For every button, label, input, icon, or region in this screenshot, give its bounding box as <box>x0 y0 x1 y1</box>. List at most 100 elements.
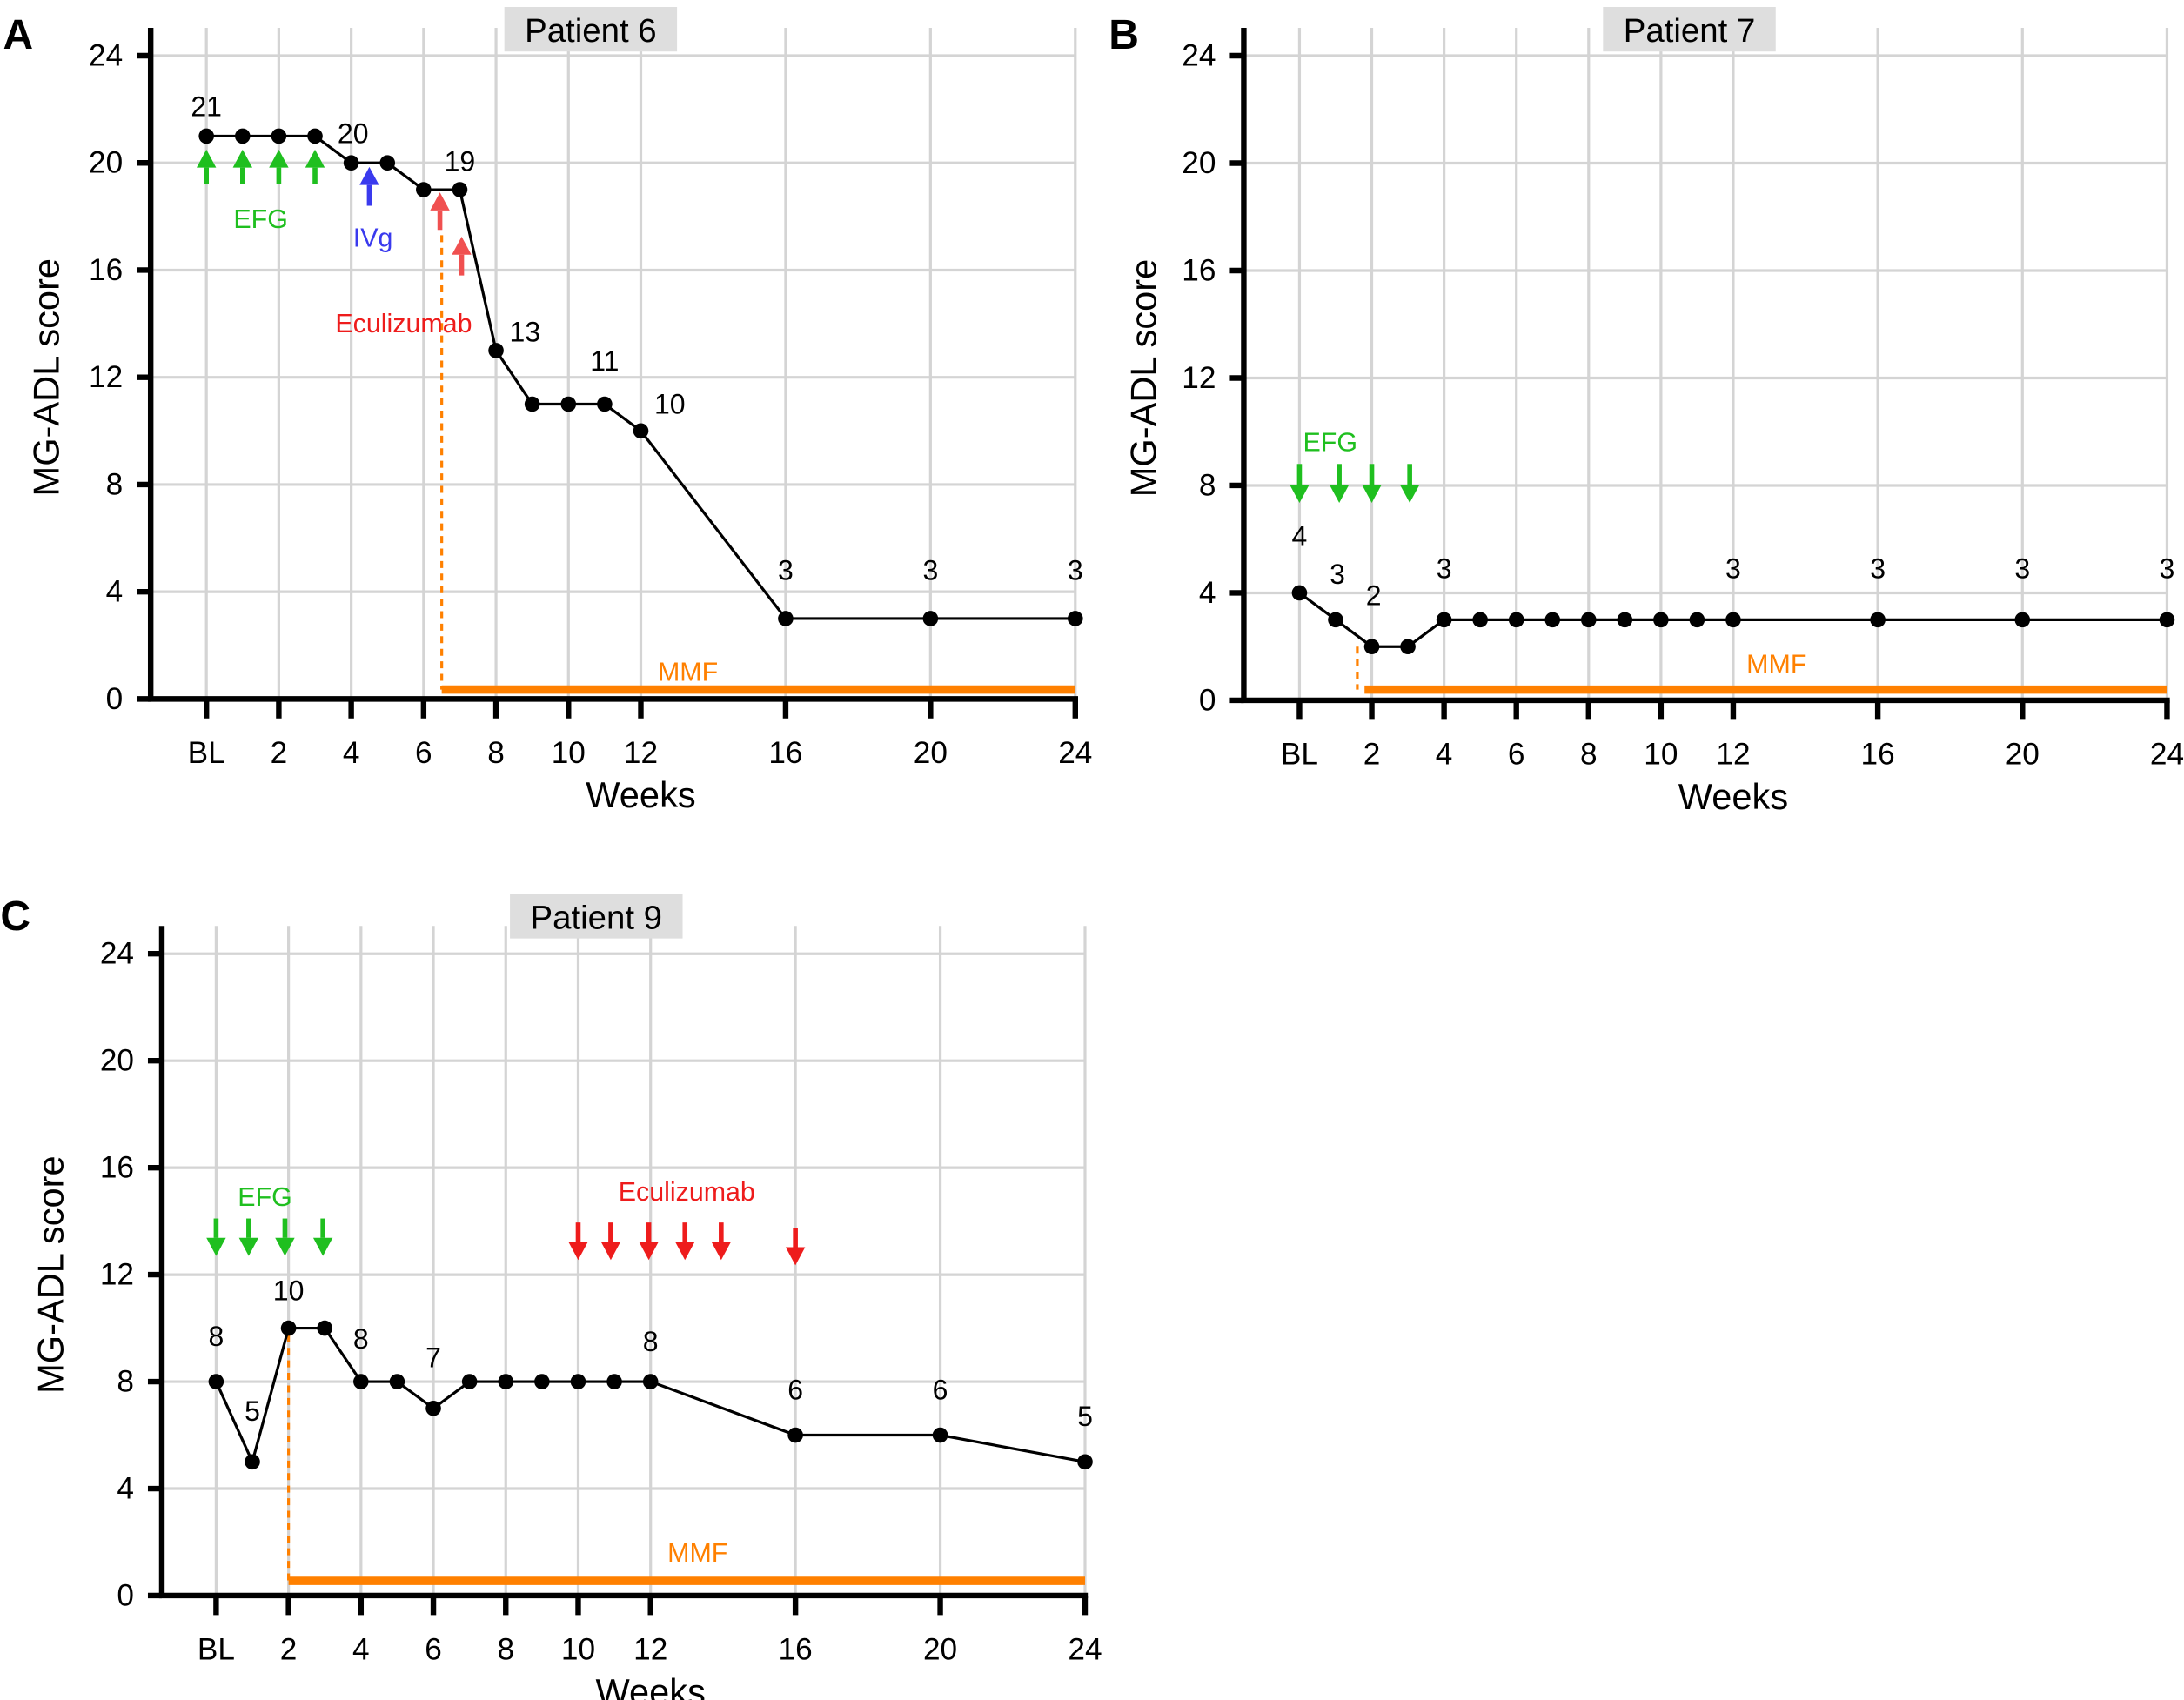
arrow-head <box>600 1242 621 1261</box>
y-tick-label: 24 <box>100 937 134 971</box>
data-label: 3 <box>778 554 794 586</box>
x-tick-label: 20 <box>914 736 948 770</box>
x-tick-label: BL <box>198 1633 235 1667</box>
data-point <box>597 396 613 412</box>
data-label: 3 <box>1330 559 1345 590</box>
data-label: 6 <box>933 1374 948 1405</box>
data-point <box>1436 612 1452 628</box>
eculizumab-arrow-down-icon <box>568 1222 588 1261</box>
data-point <box>271 128 287 144</box>
ivg-arrow-up-icon <box>359 166 379 206</box>
eculizumab-arrow-down-icon <box>639 1222 659 1261</box>
y-tick-label: 16 <box>1182 253 1216 287</box>
data-point <box>1077 1454 1093 1470</box>
data-point <box>1544 612 1561 628</box>
x-tick-label: 12 <box>624 736 658 770</box>
arrow-head <box>639 1242 659 1261</box>
data-label: 6 <box>787 1374 803 1405</box>
x-tick-label: 16 <box>1861 738 1895 772</box>
data-point <box>1400 639 1416 655</box>
data-point <box>570 1374 586 1389</box>
data-point <box>280 1320 297 1336</box>
data-label: 4 <box>1292 521 1308 552</box>
x-tick-label: 8 <box>497 1633 514 1667</box>
data-label: 3 <box>2160 553 2175 585</box>
efg-arrow-down-icon <box>1399 464 1420 504</box>
arrow-head <box>430 192 450 211</box>
x-tick-label: 2 <box>280 1633 298 1667</box>
data-label: 8 <box>643 1326 659 1357</box>
x-tick-label: 24 <box>1058 736 1092 770</box>
data-label: 3 <box>1437 553 1452 585</box>
annotation-efg: EFG <box>1303 428 1357 458</box>
arrow-head <box>1290 485 1310 504</box>
arrow-head <box>359 166 379 185</box>
efg-arrow-up-icon <box>232 149 253 184</box>
data-label: 8 <box>208 1321 224 1352</box>
x-tick-label: 4 <box>352 1633 370 1667</box>
y-tick-label: 20 <box>1182 146 1216 180</box>
data-point <box>307 128 323 144</box>
data-point <box>922 611 939 626</box>
y-tick-label: 0 <box>1199 683 1216 717</box>
x-tick-label: 6 <box>1508 738 1525 772</box>
title-box <box>1603 7 1776 52</box>
data-point <box>379 155 396 171</box>
y-tick-label: 4 <box>1199 576 1216 610</box>
eculizumab-arrow-down-icon <box>711 1222 732 1261</box>
y-tick-label: 24 <box>89 39 123 73</box>
mg-adl-line <box>214 1326 1086 1467</box>
efg-arrow-down-icon <box>1290 464 1310 504</box>
data-point <box>1508 612 1524 628</box>
x-tick-label: 20 <box>2006 738 2040 772</box>
annotation-mmf: MMF <box>667 1538 727 1568</box>
data-label: 3 <box>2014 553 2030 585</box>
data-point <box>245 1454 260 1470</box>
efg-arrow-up-icon <box>196 149 217 184</box>
x-tick-label: 2 <box>271 736 288 770</box>
arrow-head <box>232 149 253 168</box>
data-point <box>1617 612 1633 628</box>
data-point <box>1870 612 1886 628</box>
x-tick-label: 8 <box>487 736 505 770</box>
eculizumab-arrow-down-icon <box>675 1222 695 1261</box>
x-axis-label: Weeks <box>1678 776 1788 817</box>
eculizumab-arrow-up-icon <box>430 192 450 231</box>
eculizumab-arrow-up-icon <box>452 236 472 276</box>
data-point <box>353 1374 369 1389</box>
arrow-head <box>1362 485 1382 504</box>
data-point <box>524 396 540 412</box>
y-tick-label: 8 <box>106 467 124 501</box>
y-tick-label: 4 <box>117 1472 134 1506</box>
panel-letter: B <box>1109 12 1139 58</box>
efg-arrow-down-icon <box>275 1218 295 1256</box>
y-tick-label: 12 <box>89 360 123 394</box>
y-tick-label: 0 <box>117 1578 134 1612</box>
y-tick-label: 12 <box>1182 361 1216 395</box>
data-point <box>642 1374 659 1389</box>
data-point <box>1291 585 1308 601</box>
data-label: 13 <box>510 316 541 347</box>
data-label: 8 <box>353 1323 369 1355</box>
data-point <box>1653 612 1669 628</box>
data-label: 11 <box>590 345 619 377</box>
x-tick-label: 10 <box>552 736 586 770</box>
x-axis-label: Weeks <box>596 1671 706 1700</box>
data-label: 19 <box>445 146 476 177</box>
arrow-head <box>785 1247 806 1266</box>
data-point <box>778 611 794 626</box>
arrow-head <box>305 149 325 168</box>
data-point <box>389 1374 405 1389</box>
data-point <box>1472 612 1488 628</box>
data-point <box>1363 639 1380 655</box>
data-label: 7 <box>425 1342 441 1373</box>
data-point <box>1580 612 1597 628</box>
eculizumab-arrow-down-icon <box>600 1222 621 1261</box>
data-label: 3 <box>1725 553 1741 585</box>
y-tick-label: 8 <box>117 1365 134 1399</box>
y-tick-label: 0 <box>106 682 124 716</box>
annotation-ivg: IVg <box>353 223 393 252</box>
data-label: 3 <box>922 554 938 586</box>
data-point <box>2014 612 2031 628</box>
